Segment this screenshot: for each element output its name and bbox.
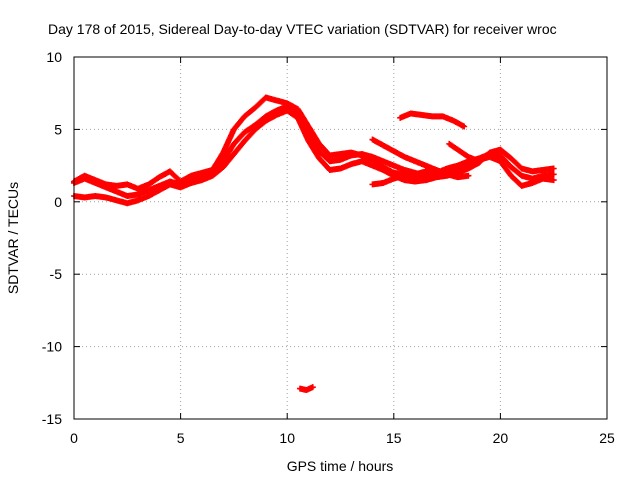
x-tick-label: 0 bbox=[70, 430, 78, 446]
data-point bbox=[550, 165, 557, 172]
y-tick-label: 0 bbox=[54, 194, 62, 210]
x-tick-label: 15 bbox=[386, 430, 402, 446]
series-track-5 bbox=[397, 110, 468, 130]
data-point bbox=[309, 384, 316, 391]
data-point bbox=[476, 158, 483, 165]
data-point bbox=[550, 171, 557, 178]
y-tick-label: -15 bbox=[42, 411, 62, 427]
y-axis-label: SDTVAR / TECUs bbox=[5, 182, 21, 294]
series-track-8 bbox=[369, 166, 440, 188]
y-tick-label: 10 bbox=[46, 49, 62, 65]
x-tick-label: 5 bbox=[177, 430, 185, 446]
grid bbox=[74, 57, 607, 419]
series-track-7 bbox=[296, 384, 316, 394]
chart-title: Day 178 of 2015, Sidereal Day-to-day VTE… bbox=[48, 21, 557, 37]
axis-ticks: 0 5 10 15 20 25 -15 -10 -5 0 5 10 bbox=[42, 49, 615, 446]
data-points bbox=[71, 94, 557, 394]
data-point bbox=[461, 123, 468, 130]
y-tick-label: 5 bbox=[54, 121, 62, 137]
y-tick-label: -10 bbox=[42, 339, 62, 355]
data-point bbox=[433, 166, 440, 173]
x-axis-label: GPS time / hours bbox=[287, 458, 394, 474]
plot-frame bbox=[73, 56, 608, 420]
x-tick-label: 20 bbox=[493, 430, 509, 446]
x-tick-label: 10 bbox=[279, 430, 295, 446]
data-point bbox=[550, 177, 557, 184]
series-track-6 bbox=[446, 140, 483, 165]
data-point bbox=[465, 172, 472, 179]
x-tick-label: 25 bbox=[599, 430, 615, 446]
y-tick-label: -5 bbox=[50, 266, 63, 282]
